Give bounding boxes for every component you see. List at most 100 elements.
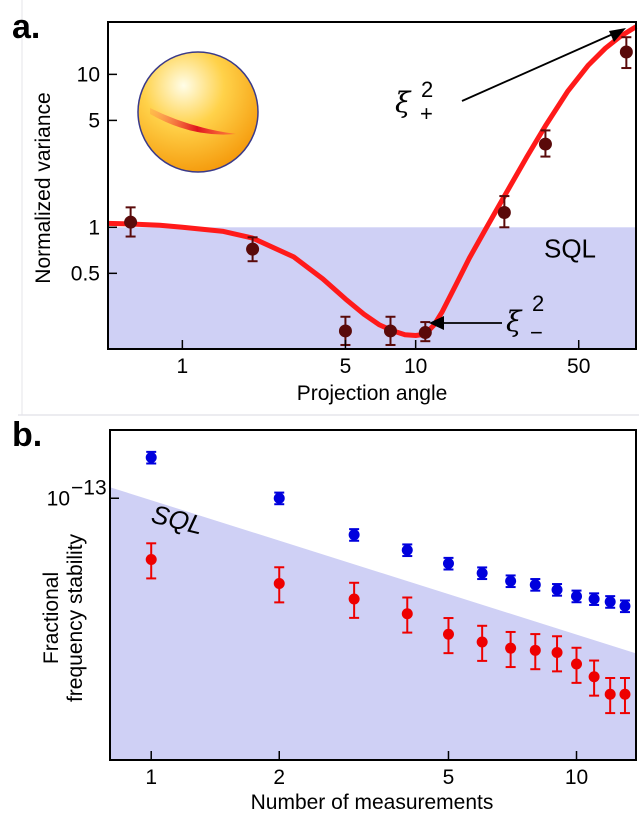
- y-tick-label: 0.5: [71, 262, 100, 285]
- data-points-group: [124, 36, 633, 346]
- data-point: [604, 676, 616, 715]
- marker: [619, 45, 633, 59]
- marker: [571, 590, 583, 602]
- y-axis-label-line2: frequency stability: [64, 533, 87, 702]
- marker: [619, 688, 631, 700]
- marker: [505, 575, 517, 587]
- data-point: [604, 595, 616, 609]
- marker: [476, 636, 488, 648]
- x-tick-label: 5: [443, 766, 455, 789]
- marker: [383, 324, 397, 338]
- x-tick-label: 50: [567, 355, 590, 378]
- data-point: [619, 36, 633, 70]
- data-point: [571, 646, 583, 684]
- data-point: [383, 315, 397, 346]
- marker: [551, 646, 563, 658]
- squeezed-state: [150, 108, 236, 135]
- x-tick-label: 1: [177, 355, 189, 378]
- data-point: [476, 624, 488, 662]
- data-point: [588, 659, 600, 697]
- data-point: [497, 195, 511, 229]
- x-tick-label: 5: [340, 355, 352, 378]
- data-point: [348, 528, 360, 542]
- bloch-sphere-inset: [137, 51, 259, 173]
- data-point: [588, 592, 600, 606]
- xi-plus-arrowhead: [609, 28, 626, 42]
- data-point: [246, 236, 260, 263]
- data-point: [619, 599, 631, 614]
- marker: [588, 671, 600, 683]
- data-point: [505, 630, 517, 669]
- data-point: [401, 596, 413, 634]
- marker: [273, 577, 285, 589]
- xi-minus-arrowhead: [429, 316, 444, 330]
- data-point: [273, 566, 285, 604]
- data-point: [418, 321, 432, 343]
- marker: [145, 554, 157, 566]
- data-point: [145, 450, 157, 465]
- sql-region: [110, 487, 636, 760]
- xi-plus-arrow: [461, 29, 623, 102]
- data-point: [273, 491, 285, 506]
- data-point: [551, 583, 563, 597]
- marker: [246, 242, 260, 256]
- marker: [571, 658, 583, 670]
- marker: [604, 596, 616, 608]
- y-tick-exponent: −13: [71, 476, 107, 499]
- data-point: [442, 617, 454, 655]
- marker: [442, 558, 454, 570]
- marker: [401, 544, 413, 556]
- x-tick-label: 10: [565, 766, 588, 789]
- panel-b-label: b.: [12, 416, 42, 454]
- data-points-group: [145, 450, 631, 715]
- marker: [538, 137, 552, 151]
- marker: [497, 205, 511, 219]
- marker: [348, 593, 360, 605]
- data-point: [571, 589, 583, 604]
- x-tick-label: 10: [404, 355, 427, 378]
- y-tick-label: 10: [77, 63, 100, 86]
- x-axis-label: Projection angle: [297, 382, 448, 405]
- y-tick-label: 1: [88, 216, 100, 239]
- y-tick-label: 5: [88, 109, 100, 132]
- xi-minus-superscript: 2: [532, 291, 544, 316]
- xi-plus-subscript: +: [420, 101, 433, 126]
- x-tick-label: 2: [273, 766, 285, 789]
- marker: [348, 529, 360, 541]
- panel-a: a. 1 5 10 50 0.5 1 5 10 SQL: [12, 0, 639, 416]
- marker: [529, 579, 541, 591]
- plot-frame: [107, 21, 637, 350]
- y-axis-label-line1: Fractional: [40, 572, 63, 664]
- plot-frame: [109, 429, 637, 761]
- data-point: [145, 542, 157, 580]
- marker: [338, 324, 352, 338]
- marker: [476, 567, 488, 579]
- marker: [273, 492, 285, 504]
- data-point: [619, 676, 631, 715]
- marker: [588, 593, 600, 605]
- marker: [604, 688, 616, 700]
- y-tick-label: 10: [47, 487, 70, 510]
- axis-ticks: 1 5 10 50 0.5 1 5 10: [71, 63, 591, 378]
- marker: [124, 215, 138, 229]
- marker: [442, 628, 454, 640]
- xi-minus-subscript: −: [530, 320, 543, 345]
- xi-plus-annotation: ξ 2 +: [395, 28, 626, 126]
- xi-minus-annotation: ξ 2 −: [429, 291, 544, 345]
- data-point: [442, 556, 454, 571]
- sphere: [137, 51, 259, 173]
- data-point: [551, 635, 563, 673]
- marker: [551, 584, 563, 596]
- x-tick-label: 1: [145, 766, 157, 789]
- sql-region: [108, 227, 636, 349]
- data-point: [348, 581, 360, 619]
- xi-plus-symbol: ξ: [395, 86, 412, 119]
- marker: [619, 600, 631, 612]
- x-axis-label: Number of measurements: [251, 791, 494, 814]
- marker: [401, 608, 413, 620]
- data-point: [476, 566, 488, 581]
- data-point: [505, 574, 517, 589]
- data-point: [529, 633, 541, 671]
